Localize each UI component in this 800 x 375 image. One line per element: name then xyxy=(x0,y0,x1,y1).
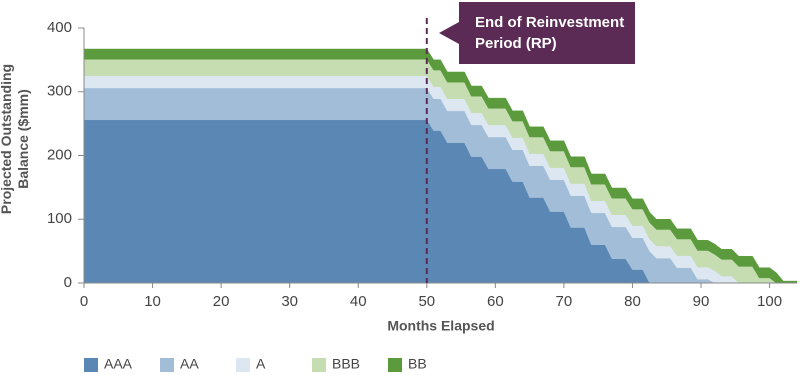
x-tick-label: 10 xyxy=(144,293,161,310)
legend-swatch xyxy=(84,358,98,372)
y-tick-label: 400 xyxy=(47,19,72,36)
y-tick-label: 300 xyxy=(47,83,72,100)
legend-label: AAA xyxy=(104,356,133,372)
x-tick-label: 50 xyxy=(418,293,435,310)
x-tick-label: 40 xyxy=(350,293,367,310)
y-tick-label: 100 xyxy=(47,210,72,227)
legend-label: A xyxy=(256,356,266,372)
legend-label: BBB xyxy=(332,356,360,372)
y-tick-label: 0 xyxy=(64,274,72,291)
x-tick-label: 30 xyxy=(281,293,298,310)
legend-swatch xyxy=(312,358,326,372)
legend-label: BB xyxy=(408,356,427,372)
x-tick-label: 90 xyxy=(693,293,710,310)
x-tick-label: 0 xyxy=(80,293,88,310)
y-axis-label: Projected Outstanding Balance ($mm) xyxy=(0,63,31,215)
annotation: End of Reinvestment Period (RP) xyxy=(439,2,635,64)
legend-label: AA xyxy=(180,356,199,372)
x-tick-label: 80 xyxy=(624,293,641,310)
legend-swatch xyxy=(160,358,174,372)
y-tick-label: 200 xyxy=(47,146,72,163)
x-tick-label: 70 xyxy=(556,293,573,310)
x-tick-label: 20 xyxy=(213,293,230,310)
x-tick-label: 60 xyxy=(487,293,504,310)
x-tick-label: 100 xyxy=(757,293,782,310)
x-axis-label: Months Elapsed xyxy=(387,318,494,334)
legend-swatch xyxy=(236,358,250,372)
legend-swatch xyxy=(388,358,402,372)
